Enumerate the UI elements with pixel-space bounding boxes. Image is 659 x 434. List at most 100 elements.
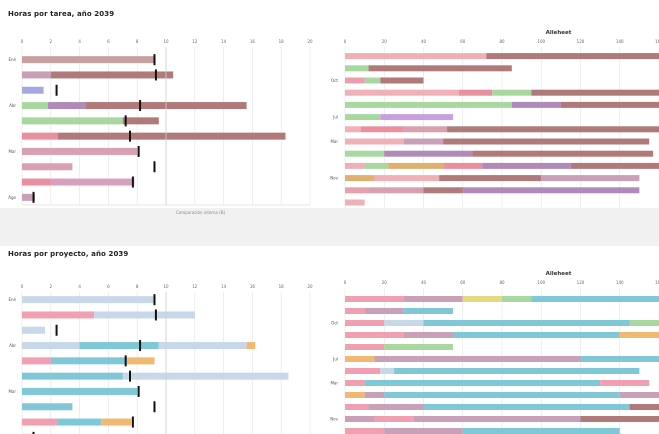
x-tick-label: 20 [307, 39, 313, 44]
target-marker [139, 100, 142, 112]
target-marker [131, 416, 134, 428]
x-tick-label: 160 [655, 39, 659, 44]
x-tick-label: 16 [250, 284, 256, 289]
x-tick-label: 120 [577, 280, 585, 285]
x-tick-label: 14 [221, 284, 227, 289]
bar-segment [374, 416, 414, 422]
x-tick-label: 20 [307, 284, 313, 289]
row-label: Oct [331, 78, 338, 83]
x-tick-label: 4 [78, 284, 81, 289]
bar-segment [345, 368, 381, 374]
x-tick-label: 16 [250, 39, 256, 44]
bar-segment [50, 357, 128, 365]
x-tick-label: 12 [192, 39, 198, 44]
bar-segment [472, 150, 654, 157]
bar-segment [629, 404, 659, 410]
target-marker [129, 130, 131, 142]
x-tick-label: 12 [192, 284, 198, 289]
bar-segment [384, 344, 453, 350]
bar-segment [345, 150, 385, 157]
bar-segment [246, 342, 256, 350]
bar-segment [486, 53, 659, 60]
bar-segment [22, 418, 58, 426]
x-tick-label: 40 [421, 280, 427, 285]
bar-segment [50, 178, 135, 186]
x-tick-label: 8 [136, 39, 139, 44]
bar-segment [452, 332, 620, 338]
bar-segment [22, 102, 48, 110]
bar-segment [619, 392, 659, 398]
bar-segment [22, 296, 155, 304]
bar-segment [374, 356, 581, 362]
target-marker [153, 54, 156, 66]
bar-segment [345, 308, 365, 314]
x-tick-label: 140 [616, 280, 624, 285]
row-label: Ago [8, 195, 16, 200]
bar-segment [22, 342, 80, 350]
x-tick-label: 4 [78, 39, 81, 44]
bar-segment [79, 342, 159, 350]
row-label: Nov [330, 176, 338, 181]
bar-segment [619, 332, 659, 338]
x-tick-label: 18 [279, 39, 285, 44]
row-label: Jul [332, 357, 338, 362]
bar-segment [345, 126, 361, 133]
bar-segment [345, 404, 369, 410]
bar-segment [158, 342, 247, 350]
bar-segment [458, 89, 493, 96]
bar-segment [345, 320, 385, 326]
x-tick-label: 140 [616, 39, 624, 44]
bar-segment [447, 126, 659, 133]
bar-segment [380, 368, 395, 374]
panel-title: Alleheet [546, 271, 572, 277]
bar-segment [345, 344, 385, 350]
bar-segment [345, 332, 404, 338]
x-tick-label: 10 [163, 284, 169, 289]
bar-segment [22, 163, 73, 171]
bar-segment [374, 175, 440, 182]
bar-segment [423, 320, 630, 326]
bar-segment [531, 296, 659, 302]
bar-segment [541, 175, 640, 182]
bar-segment [345, 187, 369, 194]
bar-segment [22, 387, 138, 395]
x-tick-label: 0 [344, 280, 347, 285]
bar-segment [413, 416, 581, 422]
bar-segment [345, 416, 375, 422]
target-marker [153, 161, 156, 173]
bar-segment [345, 114, 381, 121]
bar-segment [50, 372, 123, 380]
bar-segment [22, 326, 46, 334]
bar-segment [403, 126, 448, 133]
bar-segment [345, 101, 512, 108]
target-marker [153, 401, 156, 413]
bar-segment [58, 132, 286, 140]
bar-segment [380, 114, 453, 121]
bar-segment [403, 296, 463, 302]
bar-segment [122, 117, 159, 125]
x-tick-label: 2 [50, 39, 53, 44]
row-label: Mar [330, 381, 338, 386]
bar-segment [403, 138, 444, 145]
bar-segment [368, 187, 424, 194]
bar-segment [22, 193, 35, 201]
bar-segment [364, 308, 404, 314]
bar-segment [127, 357, 155, 365]
bar-segment [22, 117, 123, 125]
row-label: Jul [332, 115, 338, 120]
x-tick-label: 160 [655, 280, 659, 285]
row-label: Ene [8, 297, 16, 302]
x-tick-label: 14 [221, 39, 227, 44]
panel-title: Alleheet [546, 30, 572, 36]
target-marker [55, 84, 58, 96]
bar-segment [345, 175, 375, 182]
bar-segment [364, 380, 601, 386]
bar-segment [345, 428, 385, 434]
target-marker [131, 176, 134, 188]
bar-segment [384, 150, 473, 157]
bar-segment [22, 178, 51, 186]
x-tick-label: 20 [382, 39, 388, 44]
row-label: Nov [330, 417, 338, 422]
target-marker [137, 145, 140, 157]
